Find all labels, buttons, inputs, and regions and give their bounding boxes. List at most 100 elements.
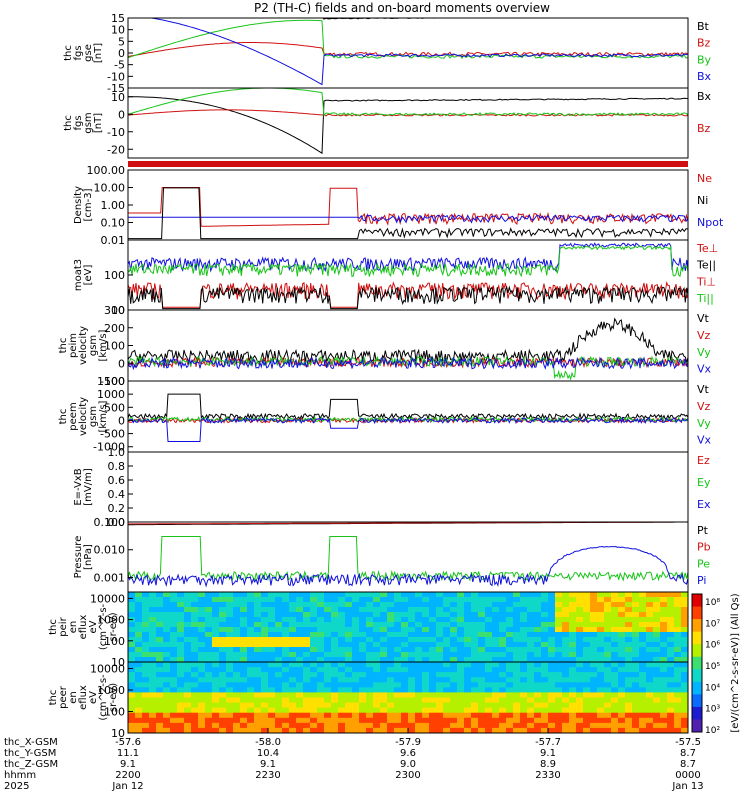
spec-cell	[135, 622, 143, 628]
spec-cell	[170, 702, 178, 709]
spec-cell	[219, 647, 227, 653]
spec-cell	[667, 612, 675, 618]
spec-cell	[681, 602, 688, 608]
spec-cell	[667, 617, 675, 623]
spec-cell	[436, 687, 444, 694]
spec-cell	[387, 722, 395, 729]
spec-cell	[247, 682, 255, 688]
spec-cell	[506, 722, 514, 729]
spec-cell	[296, 672, 304, 678]
spec-cell	[499, 672, 507, 678]
spec-cell	[198, 692, 206, 699]
spec-cell	[408, 592, 416, 598]
spec-cell	[436, 602, 444, 608]
spec-cell	[254, 662, 262, 668]
colorbar-tick: 10²	[705, 726, 720, 736]
spec-cell	[338, 682, 346, 688]
spec-cell	[674, 717, 682, 724]
spec-cell	[163, 682, 171, 688]
spec-cell	[569, 707, 577, 714]
series-vt	[128, 317, 688, 365]
spec-cell	[184, 677, 192, 683]
spec-cell	[205, 722, 213, 729]
spec-cell	[506, 672, 514, 678]
spec-cell	[198, 682, 206, 688]
spec-cell	[184, 702, 192, 709]
spec-cell	[408, 682, 416, 688]
spec-cell	[457, 707, 465, 714]
spec-cell	[436, 712, 444, 719]
spec-cell	[163, 662, 171, 668]
series-bz	[128, 42, 688, 57]
spec-cell	[457, 677, 465, 683]
spec-cell	[541, 682, 549, 688]
spec-cell	[548, 692, 556, 699]
spec-cell	[261, 727, 269, 733]
spec-cell	[331, 622, 339, 628]
spec-cell	[541, 612, 549, 618]
spec-cell	[247, 707, 255, 714]
spec-cell	[233, 692, 241, 699]
spec-cell	[296, 667, 304, 673]
spec-cell	[128, 657, 136, 662]
spec-cell	[240, 687, 248, 694]
spec-cell	[156, 717, 164, 724]
spec-cell	[282, 682, 290, 688]
spec-cell	[443, 682, 451, 688]
spec-cell	[359, 627, 367, 633]
spec-cell	[380, 607, 388, 613]
spec-cell	[499, 627, 507, 633]
spec-cell	[590, 692, 598, 699]
ytick-label: 0.6	[108, 474, 126, 487]
spec-cell	[618, 692, 626, 699]
spec-cell	[527, 692, 535, 699]
spec-cell	[667, 627, 675, 633]
spec-cell	[366, 667, 374, 673]
spec-cell	[233, 687, 241, 694]
spec-cell	[219, 657, 227, 662]
spec-cell	[401, 637, 409, 643]
spec-cell	[212, 717, 220, 724]
spec-cell	[562, 637, 570, 643]
spec-cell	[380, 662, 388, 668]
spec-cell	[261, 622, 269, 628]
spec-cell	[212, 642, 220, 648]
spec-cell	[457, 667, 465, 673]
row-value: 8.7	[680, 748, 696, 759]
legend-Bx: Bx	[697, 70, 712, 83]
spec-cell	[513, 627, 521, 633]
row-value: 2330	[535, 770, 560, 781]
spec-cell	[632, 677, 640, 683]
spec-cell	[457, 617, 465, 623]
spec-cell	[191, 642, 199, 648]
spec-cell	[149, 672, 157, 678]
spec-cell	[590, 682, 598, 688]
spec-cell	[394, 627, 402, 633]
spec-cell	[142, 662, 150, 668]
spec-cell	[184, 652, 192, 658]
row-value: 8.7	[680, 759, 696, 770]
spec-cell	[282, 647, 290, 653]
spec-cell	[555, 662, 563, 668]
spec-cell	[303, 692, 311, 699]
plot-area-peer-spec	[128, 662, 688, 733]
spec-cell	[212, 617, 220, 623]
spec-cell	[590, 652, 598, 658]
spec-cell	[366, 672, 374, 678]
spec-cell	[156, 637, 164, 643]
spec-cell	[422, 687, 430, 694]
spec-cell	[191, 677, 199, 683]
spec-cell	[380, 622, 388, 628]
spec-cell	[261, 712, 269, 719]
spec-cell	[184, 667, 192, 673]
spec-cell	[128, 632, 136, 638]
spec-cell	[268, 632, 276, 638]
spec-cell	[240, 682, 248, 688]
spec-cell	[492, 607, 500, 613]
spec-cell	[205, 697, 213, 704]
spec-cell	[296, 677, 304, 683]
spec-cell	[576, 667, 584, 673]
spec-cell	[373, 637, 381, 643]
row-value: 2300	[395, 770, 420, 781]
spec-cell	[604, 702, 612, 709]
